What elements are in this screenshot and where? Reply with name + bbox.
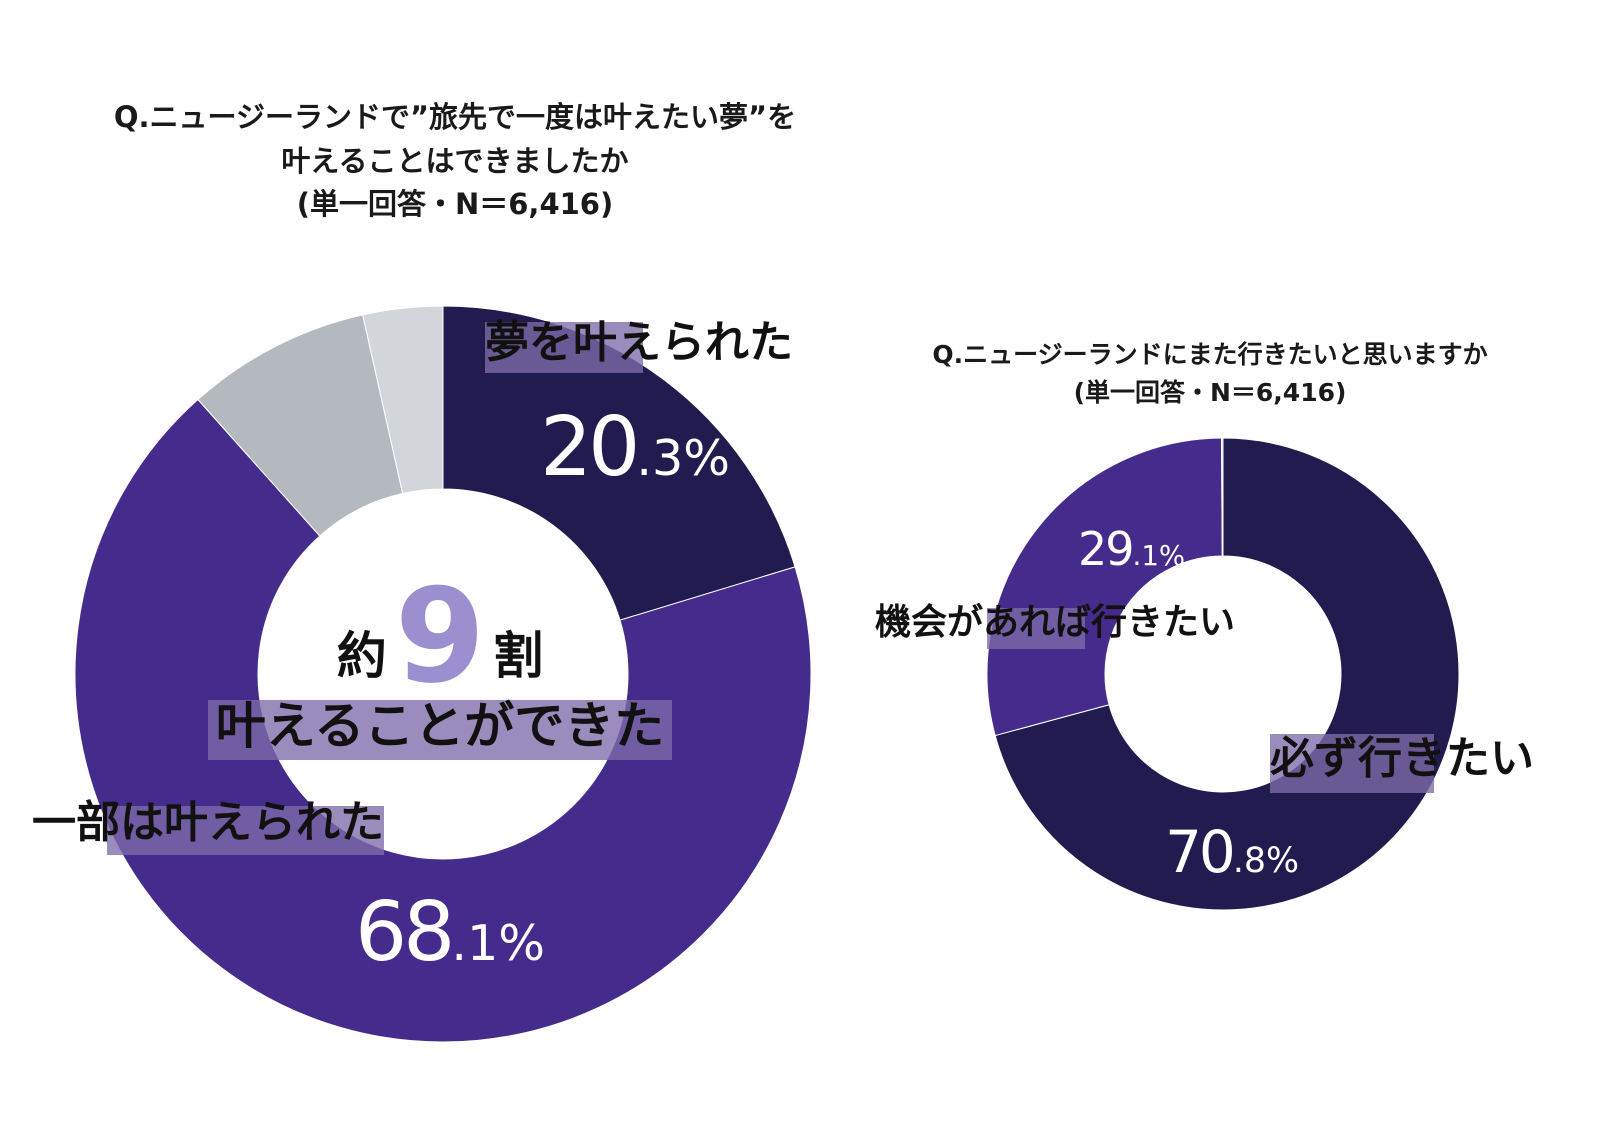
- pct-dream-achieved: 20.3%: [540, 400, 730, 495]
- donut-slice-1-2: [1221, 437, 1224, 557]
- label-partially-achieved: 一部は叶えられた: [32, 797, 384, 855]
- center-headline: 約9 割: [190, 560, 690, 712]
- pct-decimal: .1%: [451, 914, 546, 972]
- chart-title-revisit: Q.ニュージーランドにまた行きたいと思いますか (単一回答・N＝6,416): [860, 336, 1560, 411]
- center-prefix: 約: [336, 627, 387, 685]
- pct-partially-achieved: 68.1%: [355, 885, 545, 980]
- center-caption: 叶えることができた: [207, 697, 673, 760]
- pct-integer: 29: [1078, 522, 1135, 576]
- center-number: 9: [394, 560, 486, 712]
- title-line: Q.ニュージーランドにまた行きたいと思いますか: [932, 340, 1488, 369]
- pct-definitely-revisit: 70.8%: [1165, 818, 1299, 886]
- center-suffix: 割: [493, 627, 544, 685]
- pct-maybe-revisit: 29.1%: [1078, 522, 1185, 576]
- donut-center-summary: 約9 割 叶えることができた: [190, 560, 690, 760]
- pct-decimal: .8%: [1232, 841, 1300, 881]
- title-line: Q.ニュージーランドで”旅先で一度は叶えたい夢”を: [113, 100, 797, 134]
- chart-title-dream: Q.ニュージーランドで”旅先で一度は叶えたい夢”を 叶えることはできましたか (…: [20, 96, 890, 227]
- pct-integer: 20: [540, 400, 640, 495]
- slice-label: 機会があれば行きたい: [875, 602, 1236, 643]
- slice-label: 夢を叶えられた: [485, 317, 793, 368]
- title-line: (単一回答・N＝6,416): [1073, 377, 1347, 407]
- pct-decimal: .3%: [636, 429, 731, 487]
- pct-decimal: .1%: [1132, 539, 1186, 572]
- label-dream-achieved: 夢を叶えられた: [485, 317, 793, 373]
- donut-slice-1-1: [986, 437, 1223, 737]
- title-line: 叶えることはできましたか: [281, 143, 629, 178]
- slice-label: 一部は叶えられた: [32, 797, 384, 848]
- donut-slice-0-1: [74, 398, 812, 1043]
- pct-integer: 68: [355, 885, 455, 980]
- title-line: (単一回答・N＝6,416): [296, 187, 614, 221]
- label-maybe-revisit: 機会があれば行きたい: [875, 602, 1236, 650]
- pct-integer: 70: [1165, 818, 1236, 886]
- slice-label: 必ず行きたい: [1270, 733, 1534, 784]
- label-definitely-revisit: 必ず行きたい: [1270, 733, 1534, 793]
- donut-slice-0-3: [362, 305, 444, 495]
